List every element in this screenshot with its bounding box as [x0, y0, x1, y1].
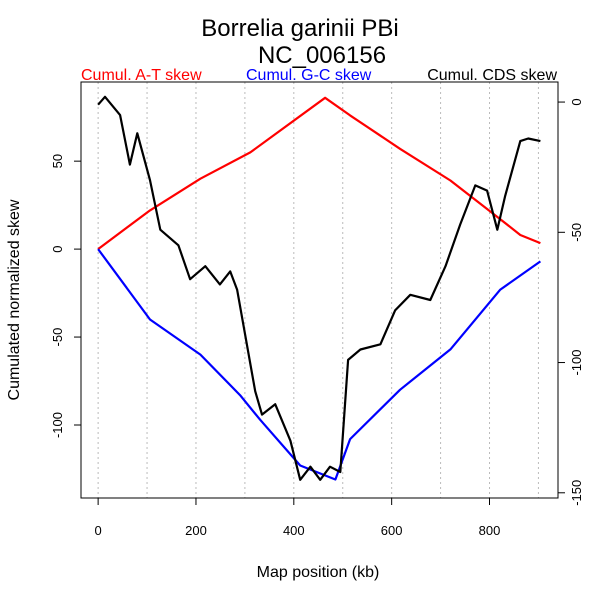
chart-title: Borrelia garinii PBi	[201, 15, 398, 42]
x-tick-label: 400	[283, 523, 305, 538]
legend-cds: Cumul. CDS skew	[427, 67, 557, 84]
series-line-at	[97, 96, 541, 250]
y-tick-label: 0	[50, 245, 65, 252]
x-axis-label: Map position (kb)	[257, 564, 380, 581]
x-tick-label: 600	[381, 523, 403, 538]
x-tick-label: 200	[185, 523, 207, 538]
series-line-cds	[97, 95, 541, 481]
plot-frame	[80, 81, 559, 499]
y-tick-label: -100	[50, 412, 65, 438]
chart-subtitle: NC_006156	[258, 42, 386, 69]
y-axis-label: Cumulated normalized skew	[6, 199, 23, 400]
legend-at: Cumul. A-T skew	[81, 67, 202, 84]
y-right-tick-label: -100	[569, 350, 584, 376]
y-right-tick-label: -50	[569, 223, 584, 242]
legend-gc: Cumul. G-C skew	[246, 67, 372, 84]
y-tick-label: 50	[50, 154, 65, 168]
y-right-tick-label: 0	[569, 98, 584, 105]
x-tick-label: 0	[95, 523, 102, 538]
y-right-tick-label: -150	[569, 480, 584, 506]
y-tick-label: -50	[50, 328, 65, 347]
series-line-gc	[97, 248, 542, 481]
x-tick-label: 800	[479, 523, 501, 538]
